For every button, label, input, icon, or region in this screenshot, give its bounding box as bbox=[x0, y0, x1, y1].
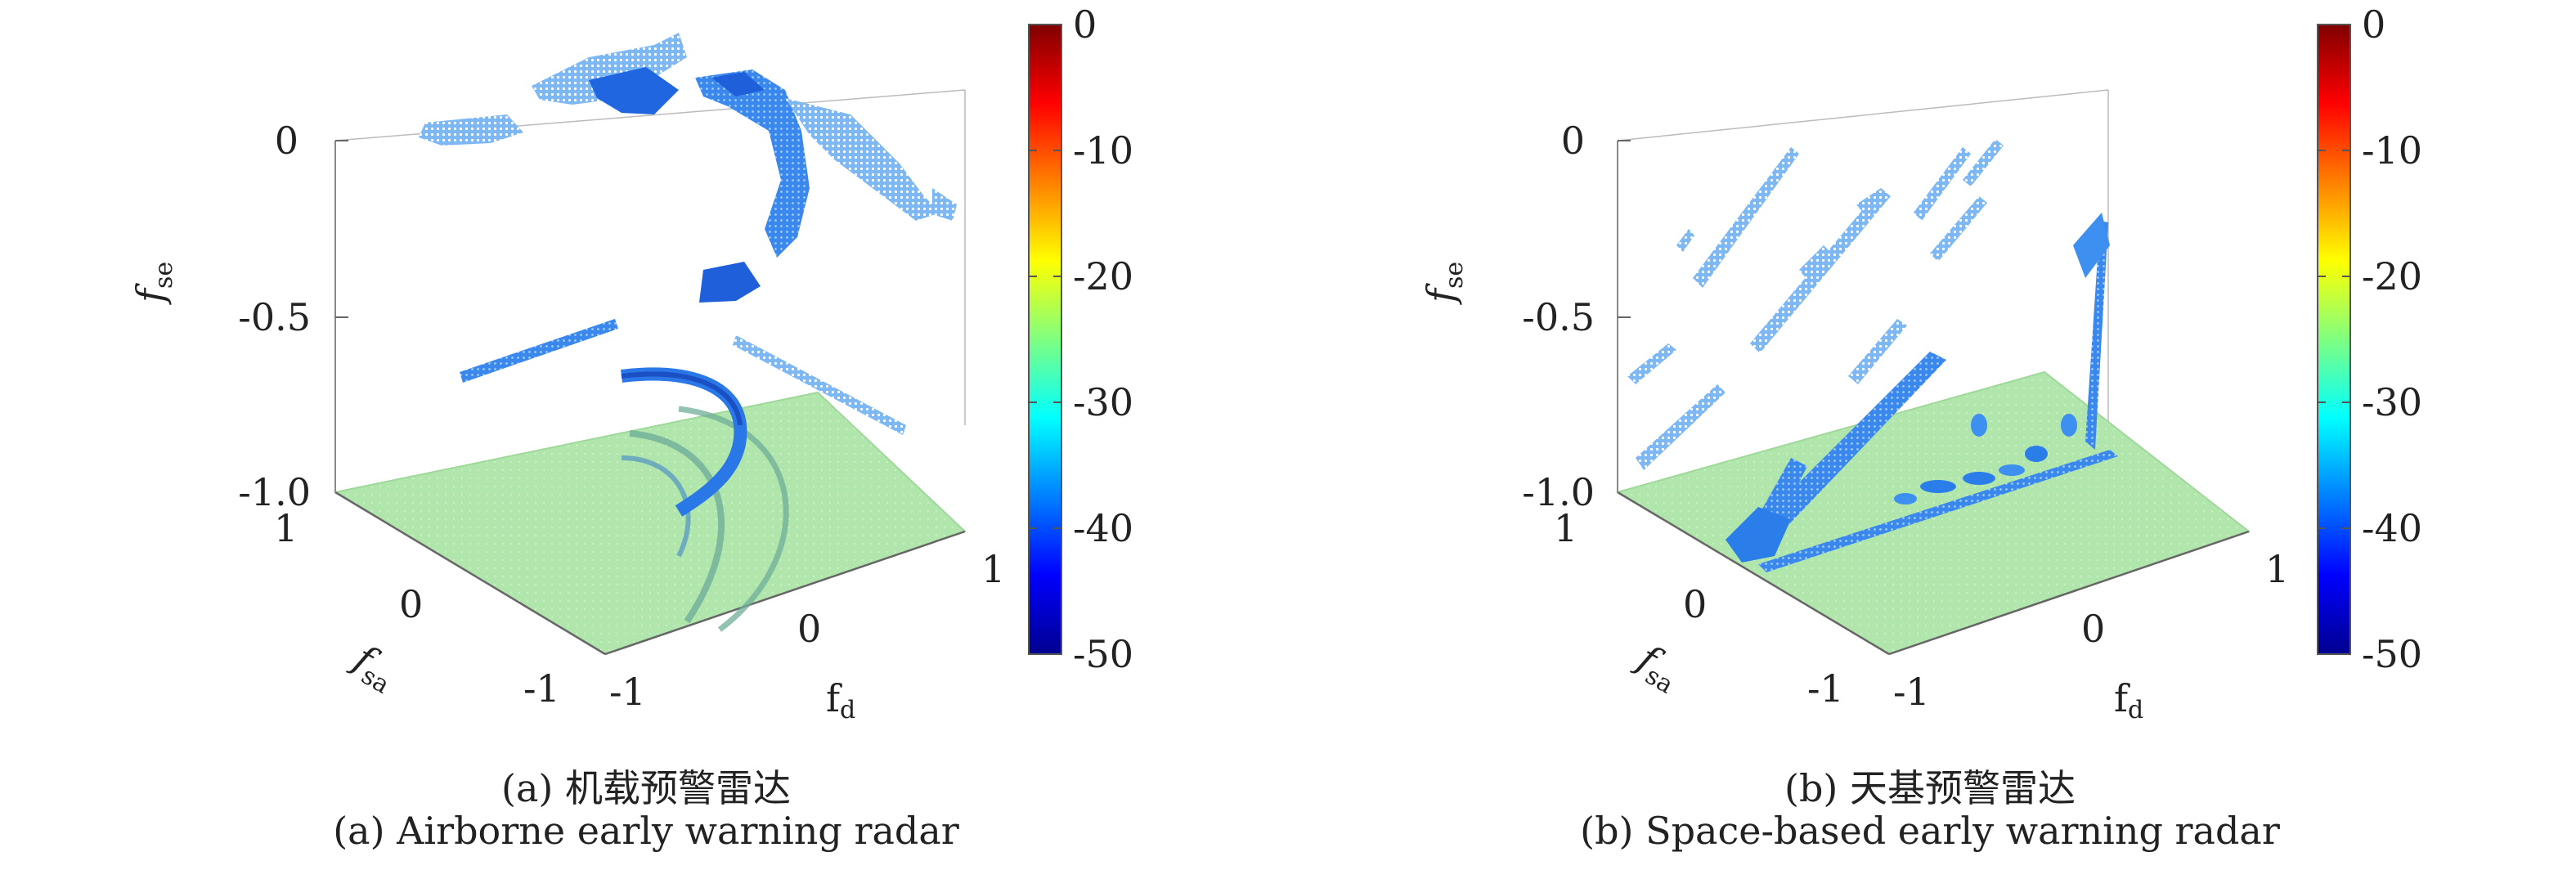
x-tick-label: 1 bbox=[981, 547, 1005, 591]
y-tick-label: 0 bbox=[1683, 582, 1707, 626]
svg-text:fse: fse bbox=[128, 262, 178, 305]
colorbar-ticks bbox=[1029, 150, 1061, 529]
clutter-streak bbox=[1914, 147, 1971, 221]
clutter-streak bbox=[1963, 139, 2004, 186]
x-axis-label: fd bbox=[826, 676, 855, 724]
clutter-streak bbox=[1856, 188, 1886, 213]
x-tick-label: -1 bbox=[1893, 670, 1930, 714]
z-tick-label: -0.5 bbox=[238, 295, 311, 339]
colorbar-tick-label: -30 bbox=[2362, 380, 2422, 424]
colorbar bbox=[1028, 24, 1062, 655]
clutter-blob bbox=[695, 70, 810, 258]
y-tick-label: -1 bbox=[1807, 666, 1844, 711]
caption-a-cn: (a) 机载预警雷达 bbox=[501, 766, 791, 810]
floor-arc bbox=[621, 455, 691, 558]
z-axis-label: fse bbox=[128, 262, 178, 305]
x-axis-line bbox=[604, 530, 966, 656]
colorbar-tick-label: -40 bbox=[2362, 506, 2422, 550]
clutter-band bbox=[2073, 213, 2110, 278]
x-tick-label: 1 bbox=[2265, 547, 2289, 591]
clutter-blob bbox=[2061, 414, 2077, 437]
svg-text:fsa: fsa bbox=[1626, 635, 1689, 700]
x-axis-label: fd bbox=[2114, 676, 2143, 724]
clutter-streak bbox=[1627, 343, 1676, 384]
colorbar-tick-label: 0 bbox=[2362, 2, 2385, 47]
clutter-blob bbox=[1894, 493, 1917, 505]
z-axis-label: fse bbox=[1419, 262, 1469, 305]
clutter-blob bbox=[932, 188, 957, 221]
floor-plane bbox=[333, 391, 967, 656]
y-tick-label: 1 bbox=[274, 506, 298, 550]
colorbar-tick-label: -30 bbox=[1073, 380, 1133, 424]
y-axis-line bbox=[334, 491, 606, 656]
y-tick-label: 1 bbox=[1554, 506, 1577, 550]
caption-b-en: (b) Space-based early warning radar bbox=[1580, 809, 2280, 853]
colorbar-tick-label: -50 bbox=[2362, 632, 2422, 676]
clutter-blob bbox=[711, 72, 765, 96]
clutter-blob bbox=[532, 33, 687, 105]
colorbar-tick-label: -20 bbox=[2362, 254, 2422, 298]
colorbar-tick-label: -10 bbox=[1073, 128, 1133, 173]
x-tick-label: 0 bbox=[797, 607, 821, 651]
y-tick-label: -1 bbox=[523, 666, 560, 711]
caption-a-en: (a) Airborne early warning radar bbox=[333, 809, 959, 853]
clutter-band bbox=[1726, 507, 1791, 563]
z-tick-label: 0 bbox=[275, 119, 298, 163]
colorbar-tick-label: -20 bbox=[1073, 254, 1133, 298]
clutter-band bbox=[1750, 352, 1946, 544]
panel-b: 0 -0.5 -1.0 fse 1 0 -1 fsa -1 0 1 fd 0 -… bbox=[1419, 2, 2422, 724]
z-tick-label: -0.5 bbox=[1522, 295, 1595, 339]
floor-arc bbox=[629, 430, 725, 624]
caption-b: (b) 天基预警雷达 (b) Space-based early warning… bbox=[1521, 767, 2339, 852]
clutter-arc bbox=[621, 371, 743, 426]
svg-text:fsa: fsa bbox=[342, 635, 405, 700]
x-axis-line bbox=[1888, 530, 2250, 656]
clutter-streak bbox=[1848, 319, 1907, 384]
clutter-streak bbox=[1930, 196, 1987, 262]
clutter-strip bbox=[460, 319, 618, 383]
caption-b-cn: (b) 天基预警雷达 bbox=[1784, 766, 2076, 810]
back-edge-line bbox=[1617, 89, 2109, 141]
clutter-blob bbox=[1963, 472, 1995, 485]
clutter-band bbox=[2085, 221, 2108, 450]
clutter-blob bbox=[419, 114, 523, 146]
clutter-blob bbox=[2025, 446, 2048, 462]
floor-arc bbox=[678, 406, 789, 632]
colorbar-tick-label: 0 bbox=[1073, 2, 1097, 47]
x-tick-label: -1 bbox=[609, 670, 646, 714]
clutter-blob bbox=[589, 67, 679, 114]
clutter-blob bbox=[1920, 480, 1956, 493]
x-tick-label: 0 bbox=[2081, 607, 2105, 651]
clutter-blob bbox=[1971, 414, 1987, 437]
svg-text:fse: fse bbox=[1419, 262, 1469, 305]
z-tick-label: -1.0 bbox=[1522, 470, 1595, 514]
clutter-blob bbox=[1999, 464, 2025, 476]
clutter-band bbox=[1758, 450, 2118, 572]
clutter-blob bbox=[699, 262, 761, 303]
panel-a: 0 -0.5 -1.0 fse 1 0 -1 fsa -1 0 1 fd 0 -… bbox=[128, 2, 1133, 724]
colorbar bbox=[2317, 24, 2351, 655]
y-axis-line bbox=[1617, 491, 1890, 656]
clutter-blob bbox=[785, 98, 940, 221]
caption-a: (a) 机载预警雷达 (a) Airborne early warning ra… bbox=[237, 767, 1055, 852]
y-axis-label: fsa bbox=[1626, 635, 1689, 700]
y-axis-label: fsa bbox=[342, 635, 405, 700]
clutter-streak bbox=[1799, 245, 1830, 278]
z-tick-label: -1.0 bbox=[238, 470, 311, 514]
colorbar-tick-label: -10 bbox=[2362, 128, 2422, 173]
clutter-strip bbox=[733, 335, 906, 435]
clutter-streak bbox=[1636, 384, 1726, 470]
clutter-streak bbox=[1693, 147, 1799, 288]
colorbar-tick-label: -50 bbox=[1073, 632, 1133, 676]
z-tick-label: 0 bbox=[1561, 119, 1585, 163]
clutter-streak bbox=[1676, 229, 1694, 252]
colorbar-tick-label: -40 bbox=[1073, 506, 1133, 550]
colorbar-ticks bbox=[2318, 150, 2350, 529]
y-tick-label: 0 bbox=[399, 582, 423, 626]
clutter-streak bbox=[1750, 188, 1891, 353]
